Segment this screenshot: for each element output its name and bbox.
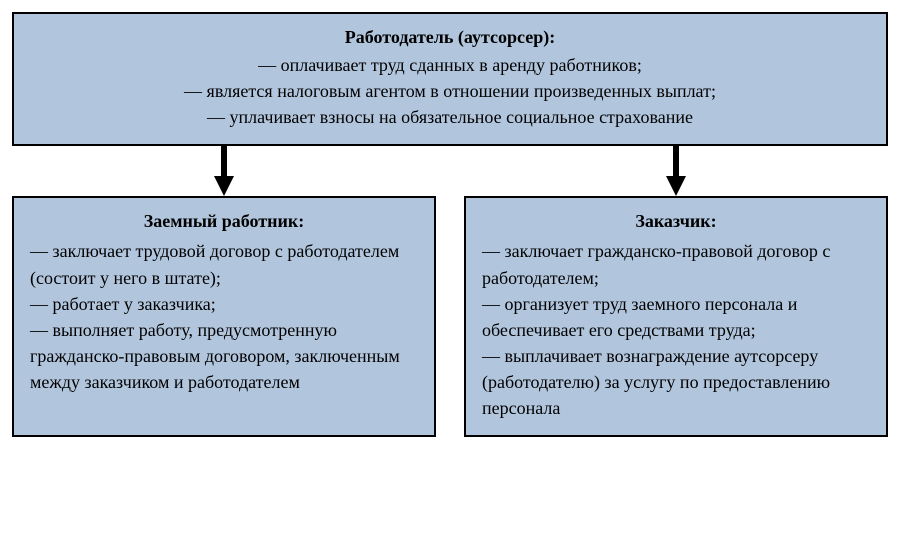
arrows-row xyxy=(12,146,888,196)
arrow-down-icon xyxy=(666,146,686,196)
diagram-root: Работодатель (аутсорсер): — оплачивает т… xyxy=(12,12,888,437)
employee-item: — работает у заказчика; xyxy=(30,291,418,317)
employee-box: Заемный работник: — заключает трудовой д… xyxy=(12,196,436,437)
customer-title: Заказчик: xyxy=(482,208,870,234)
employer-title: Работодатель (аутсорсер): xyxy=(30,24,870,50)
employee-item: — заключает трудовой договор с работодат… xyxy=(30,238,418,290)
employer-item: — является налоговым агентом в отношении… xyxy=(30,78,870,104)
customer-item: — заключает гражданско-правовой договор … xyxy=(482,238,870,290)
arrow-down-icon xyxy=(214,146,234,196)
employer-item: — уплачивает взносы на обязательное соци… xyxy=(30,104,870,130)
customer-item: — выплачивает вознаграждение аутсорсеру … xyxy=(482,343,870,421)
employer-box: Работодатель (аутсорсер): — оплачивает т… xyxy=(12,12,888,146)
customer-box: Заказчик: — заключает гражданско-правово… xyxy=(464,196,888,437)
bottom-row: Заемный работник: — заключает трудовой д… xyxy=(12,196,888,437)
employee-title: Заемный работник: xyxy=(30,208,418,234)
customer-item: — организует труд заемного персо­нала и … xyxy=(482,291,870,343)
employer-item: — оплачивает труд сданных в аренду работ… xyxy=(30,52,870,78)
employee-item: — выполняет работу, преду­смотренную гра… xyxy=(30,317,418,395)
